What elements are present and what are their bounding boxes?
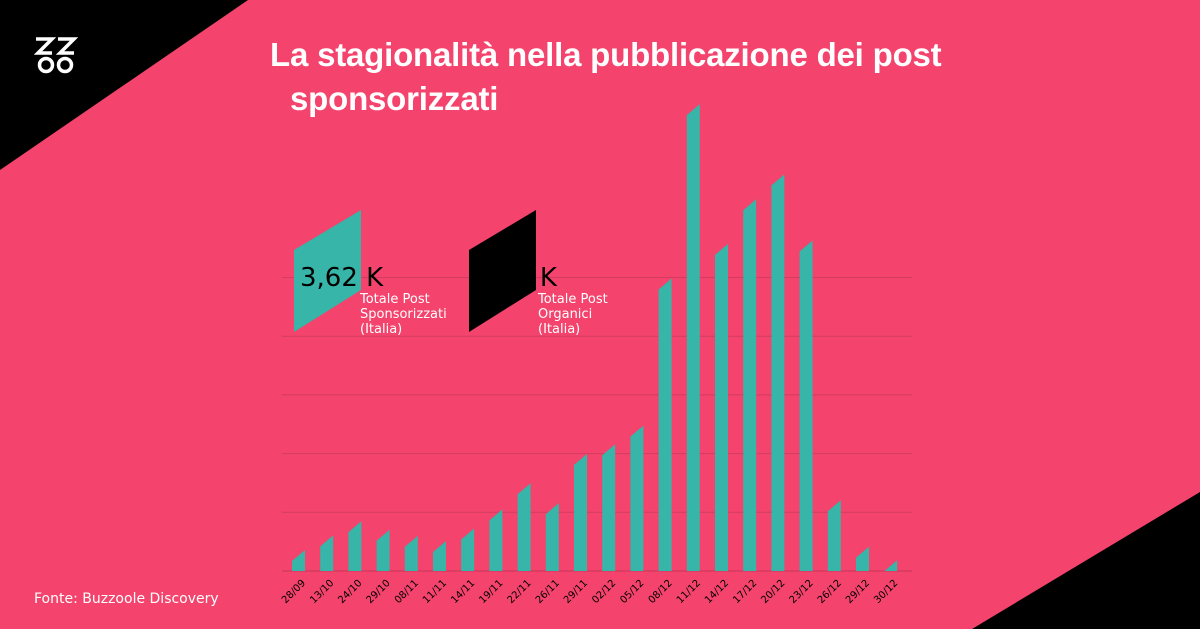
x-tick-label: 19/11 [477, 578, 505, 606]
bar-17-12 [743, 199, 757, 571]
kpi-sponsored-shape [294, 210, 361, 332]
x-tick-label: 02/12 [590, 578, 618, 606]
kpi-organic-label-line: Organici [538, 307, 593, 322]
x-tick-label: 05/12 [618, 578, 646, 606]
bar-30-12 [884, 560, 898, 572]
bar-26-12 [827, 500, 841, 571]
chart-bars [292, 104, 898, 572]
bar-29-10 [376, 529, 390, 571]
x-tick-label: 30/12 [872, 578, 900, 606]
buzzoole-logo [34, 37, 78, 74]
x-tick-label: 23/12 [788, 578, 816, 606]
bar-23-12 [799, 240, 813, 571]
bar-26-11 [545, 503, 559, 571]
kpi-sponsored-label-line: Totale Post [360, 292, 430, 307]
x-tick-label: 17/12 [731, 578, 759, 606]
kpi-organic-shape [469, 210, 536, 332]
x-tick-label: 13/10 [308, 578, 336, 606]
bar-29-12 [856, 546, 869, 571]
chart-title-line-2: sponsorizzati [290, 80, 499, 117]
bar-02-12 [602, 444, 616, 571]
bar-29-11 [574, 453, 587, 571]
x-tick-label: 28/09 [280, 578, 308, 606]
x-tick-label: 22/11 [506, 578, 534, 606]
kpi-sponsored-label-line: Sponsorizzati [360, 307, 447, 322]
x-tick-label: 24/10 [336, 578, 364, 606]
chart-title-line-1: La stagionalità nella pubblicazione dei … [270, 36, 942, 73]
x-tick-label: 26/12 [816, 578, 844, 606]
bar-14-12 [715, 243, 728, 572]
x-tick-label: 29/10 [365, 578, 393, 606]
kpi-organic-value: 176 K [482, 263, 557, 293]
top-left-black-corner [0, 0, 248, 170]
bar-08-12 [658, 278, 672, 571]
x-tick-label: 14/12 [703, 578, 731, 606]
x-axis-tick-labels: 28/09 13/10 24/10 29/10 08/11 11/11 14/11 19/11… [280, 578, 900, 606]
kpi-organic-label-line: (Italia) [538, 322, 581, 337]
bar-11-12 [686, 104, 700, 571]
kpi-sponsored-label: Totale Post Sponsorizzati (Italia) [360, 292, 447, 337]
bar-22-11 [517, 483, 531, 571]
bar-28-09 [292, 550, 305, 571]
kpi-shapes [294, 210, 536, 332]
x-tick-label: 26/11 [534, 578, 562, 606]
bar-14-11 [461, 528, 475, 571]
kpi-organic-label-line: Totale Post [538, 292, 608, 307]
bottom-right-black-corner [972, 492, 1200, 629]
bar-11-11 [433, 541, 446, 571]
x-tick-label: 11/12 [675, 578, 703, 606]
bar-08-11 [404, 535, 418, 571]
x-tick-label: 08/12 [647, 578, 675, 606]
bar-13-10 [320, 535, 334, 571]
x-tick-label: 29/11 [562, 578, 590, 606]
x-tick-label: 29/12 [844, 578, 872, 606]
bar-05-12 [630, 425, 644, 571]
x-tick-label: 08/11 [393, 578, 421, 606]
kpi-sponsored-label-line: (Italia) [360, 322, 403, 337]
bar-19-11 [489, 509, 503, 571]
kpi-sponsored-value: 3,62 K [300, 263, 384, 293]
bar-24-10 [348, 521, 362, 571]
x-tick-label: 11/11 [421, 578, 449, 606]
source-note: Fonte: Buzzoole Discovery [34, 591, 219, 607]
x-tick-label: 20/12 [759, 578, 787, 606]
kpi-organic-label: Totale Post Organici (Italia) [538, 292, 608, 337]
x-tick-label: 14/11 [449, 578, 477, 606]
bar-20-12 [771, 174, 785, 571]
